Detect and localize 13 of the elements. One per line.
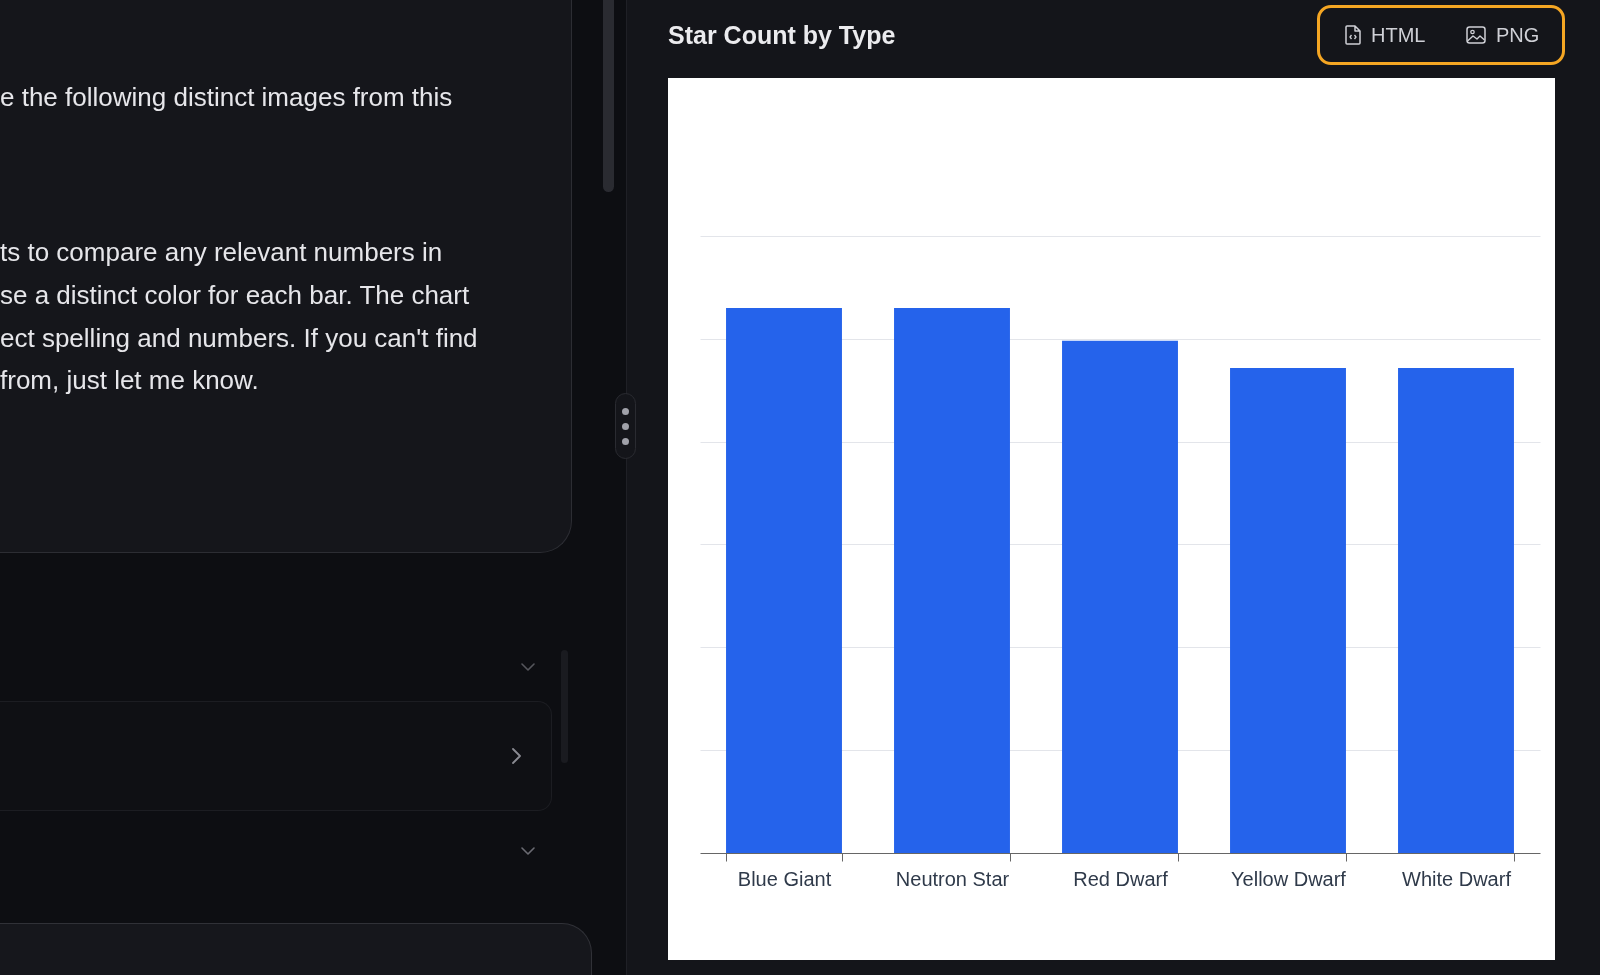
x-tick-label: Red Dwarf <box>1073 867 1169 890</box>
text: ts to compare any relevant numbers in <box>0 236 443 269</box>
text: from, just let me know. <box>0 364 259 397</box>
text: PNG <box>1496 23 1540 47</box>
text: ect spelling and numbers. If you can't find <box>0 322 478 355</box>
x-tick-label: White Dwarf <box>1402 867 1512 890</box>
text: se a distinct color for each bar. The chart <box>0 279 470 312</box>
chart-title: Star Count by Type <box>668 21 896 50</box>
text: HTML <box>1371 23 1426 47</box>
x-tick-label: Blue Giant <box>737 867 832 890</box>
x-tick-label: Yellow Dwarf <box>1231 867 1347 890</box>
x-tick-label: Neutron Star <box>895 867 1010 890</box>
text: e the following distinct images from this <box>0 81 453 114</box>
